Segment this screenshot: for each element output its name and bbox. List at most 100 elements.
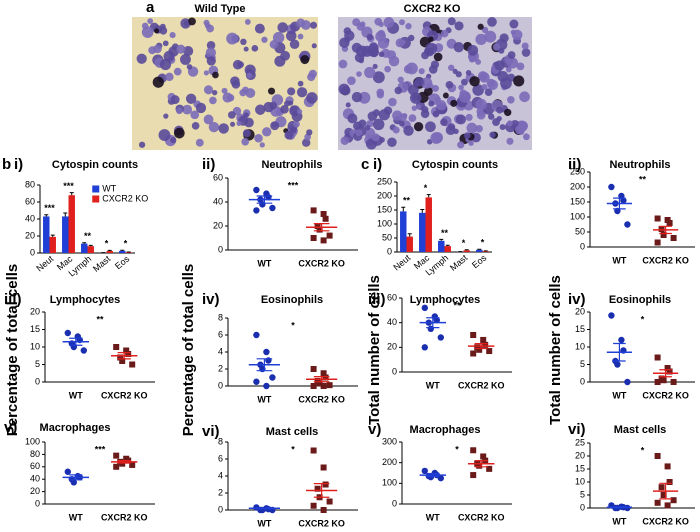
error-bar — [117, 460, 131, 464]
y-tick-label: 50 — [382, 232, 392, 242]
point — [654, 453, 661, 459]
y-tick-label: 0 — [392, 366, 397, 376]
point — [482, 341, 489, 348]
cell — [267, 87, 276, 95]
cell — [453, 128, 459, 135]
cell — [288, 100, 294, 106]
y-tick-label: 20 — [387, 342, 397, 352]
error-bar — [313, 223, 330, 232]
point — [310, 207, 317, 214]
point — [486, 348, 493, 355]
cell — [378, 22, 384, 28]
cell — [163, 113, 169, 119]
cell — [413, 122, 424, 132]
cell — [428, 100, 435, 107]
significance: *** — [288, 180, 299, 190]
point — [433, 317, 440, 324]
cell — [338, 59, 348, 69]
panel-label: iii) — [4, 291, 22, 308]
error-bar — [474, 460, 488, 468]
point — [624, 504, 631, 512]
cell — [477, 71, 488, 81]
cell — [284, 130, 294, 140]
panel-letter: a — [146, 0, 155, 16]
point — [314, 485, 321, 492]
cell — [475, 33, 487, 46]
cell — [195, 138, 204, 147]
y-tick-label: 8 — [218, 436, 223, 446]
point — [269, 374, 276, 381]
y-tick-label: 5 — [35, 359, 40, 369]
y-tick-label: 6 — [218, 329, 223, 339]
cell — [154, 28, 160, 34]
cell — [206, 41, 216, 50]
cell — [504, 108, 512, 117]
y-tick-label: 200 — [382, 457, 397, 467]
y-tick-label: 20 — [575, 306, 585, 316]
significance: * — [641, 445, 645, 455]
cell — [387, 137, 397, 147]
bar — [463, 250, 470, 252]
cell — [481, 84, 488, 91]
point — [421, 344, 428, 351]
point — [660, 492, 667, 498]
point — [608, 183, 615, 191]
y-tick-label: 250 — [377, 176, 392, 186]
point — [670, 379, 677, 385]
y-tick-label: 15 — [30, 324, 40, 334]
cell — [243, 112, 249, 119]
error-bar — [613, 506, 626, 509]
cell — [185, 93, 197, 104]
bar — [106, 251, 113, 253]
cell — [523, 133, 530, 141]
cell — [239, 89, 247, 97]
y-tick-label: 80 — [25, 179, 35, 189]
cell — [259, 142, 265, 148]
significance: * — [462, 238, 466, 248]
bar — [482, 251, 489, 252]
point — [320, 370, 327, 377]
panel-label: i) — [373, 156, 382, 173]
error-bar — [82, 242, 87, 244]
point — [253, 207, 260, 214]
cell — [182, 104, 193, 115]
panel-label: v) — [368, 421, 381, 438]
point — [326, 232, 333, 239]
y-tick-label: 0 — [580, 376, 585, 386]
cell — [186, 64, 193, 70]
y-tick-label: 0 — [218, 504, 223, 514]
chart-title: Cytospin counts — [412, 159, 498, 171]
x-tick-label: CXCR2 KO — [642, 516, 689, 526]
cell — [432, 84, 439, 92]
point — [119, 460, 126, 467]
cell — [261, 36, 268, 43]
cell — [469, 76, 480, 87]
point — [64, 329, 72, 337]
cell — [170, 95, 180, 105]
y-tick-label: 20 — [25, 230, 35, 240]
cell — [452, 68, 458, 75]
cell — [296, 87, 308, 98]
cell — [487, 79, 499, 91]
legend-label: CXCR2 KO — [102, 193, 148, 203]
cell — [514, 125, 525, 135]
cell — [208, 121, 220, 133]
cell — [467, 44, 479, 56]
cell — [477, 23, 484, 30]
cell — [454, 21, 464, 31]
point — [654, 239, 661, 246]
y-tick-label: 5 — [580, 359, 585, 369]
y-tick-label: 20 — [213, 220, 223, 230]
cell — [442, 92, 449, 99]
y-tick-label: 60 — [30, 461, 40, 471]
point — [470, 332, 477, 338]
y-tick-label: 8 — [218, 312, 223, 322]
cell — [411, 105, 418, 111]
y-tick-label: 200 — [570, 181, 585, 191]
cell — [453, 42, 464, 53]
error-bar — [445, 244, 450, 247]
cell — [169, 32, 176, 39]
bar — [444, 246, 451, 252]
cell — [244, 19, 251, 25]
cell — [241, 137, 250, 146]
